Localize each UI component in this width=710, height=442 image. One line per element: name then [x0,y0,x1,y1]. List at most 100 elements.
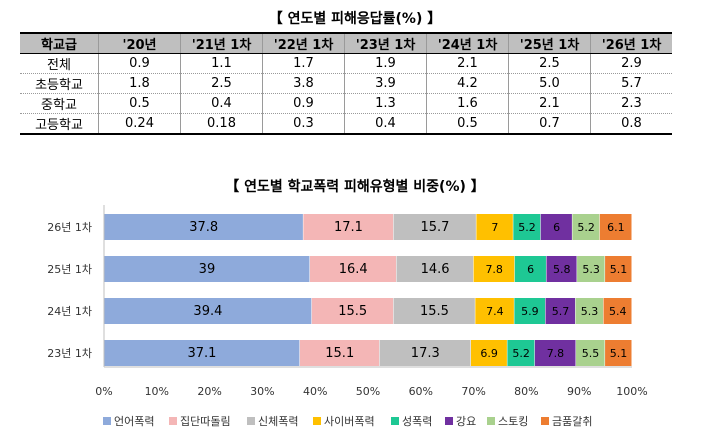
table-cell: 0.4 [344,113,427,135]
bar-segment [514,298,545,324]
table-cell: 5.0 [508,73,591,94]
table-cell: 3.8 [262,73,345,94]
data-label: 6.9 [480,347,498,360]
data-label: 5.7 [552,305,570,318]
table-cell: 0.18 [180,113,263,135]
bar-segment [545,298,576,324]
column-header: '23년 1차 [344,32,427,54]
data-label: 5.8 [553,263,571,276]
table-cell: 3.9 [344,73,427,94]
x-tick-label: 60% [409,385,433,398]
bar-segment [396,256,474,282]
table-cell: 4.2 [426,73,509,94]
bar-segment [599,214,632,240]
legend-swatch [247,417,255,425]
table-cell: 0.3 [262,113,345,135]
x-tick-label: 20% [197,385,221,398]
data-label: 7.8 [547,347,565,360]
data-label: 37.1 [187,346,216,361]
data-label: 15.7 [421,220,450,235]
data-label: 5.1 [610,263,628,276]
data-label: 6 [553,221,560,234]
bar-segment [575,298,604,324]
table-cell: 2.1 [426,53,509,74]
column-header: '26년 1차 [590,32,672,54]
data-label: 7 [491,221,498,234]
table-cell: 0.9 [262,93,345,114]
column-header: '25년 1차 [508,32,591,54]
data-label: 39 [199,262,216,277]
table-cell: 1.3 [344,93,427,114]
table-cell: 0.4 [180,93,263,114]
x-tick-label: 80% [514,385,538,398]
x-tick-label: 10% [145,385,169,398]
bar-segment [605,256,632,282]
table-cell: 1.9 [344,53,427,74]
table-cell: 0.24 [98,113,181,135]
legend-label: 성폭력 [402,415,432,428]
bar-segment [104,214,303,240]
legend-label: 신체폭력 [258,415,298,428]
category-label: 23년 1차 [47,347,92,360]
data-label: 5.3 [581,305,599,318]
bar-segment [104,256,310,282]
legend-swatch [391,417,399,425]
legend-label: 언어폭력 [114,415,154,428]
category-label: 24년 1차 [47,305,92,318]
bar-segment [513,214,541,240]
table-cell: 1.1 [180,53,263,74]
table-cell: 2.1 [508,93,591,114]
bar-segment [104,298,312,324]
bar-segment [576,340,605,366]
data-label: 17.3 [411,346,440,361]
category-label: 25년 1차 [47,263,92,276]
bar-segment [393,214,476,240]
data-label: 16.4 [339,262,368,277]
row-label: 초등학교 [20,73,99,94]
table-cell: 0.8 [590,113,672,135]
x-tick-label: 50% [356,385,380,398]
table-cell: 2.5 [508,53,591,74]
bar-segment [475,298,514,324]
table-cell: 1.7 [262,53,345,74]
bar-segment [379,340,471,366]
bar-segment [507,340,535,366]
chart-title: 【 연도별 학교폭력 피해유형별 비중(%) 】 [225,179,485,195]
data-label: 5.5 [582,347,600,360]
table-cell: 1.6 [426,93,509,114]
table-cell: 0.7 [508,113,591,135]
x-tick-label: 0% [95,385,112,398]
table-cell: 0.5 [98,93,181,114]
row-label: 중학교 [20,93,99,114]
data-label: 5.2 [518,221,536,234]
table-cell: 5.7 [590,73,672,94]
response-rate-table: 학교급 '20년 '21년 1차 '22년 1차 '23년 1차 '24년 1차… [20,32,672,135]
table-cell: 0.9 [98,53,181,74]
row-label: 고등학교 [20,113,99,135]
x-tick-label: 40% [303,385,327,398]
x-tick-label: 70% [461,385,485,398]
legend-label: 사이버폭력 [324,415,375,428]
bar-segment [514,256,546,282]
data-label: 6 [527,263,534,276]
x-tick-label: 30% [250,385,274,398]
column-header: '22년 1차 [262,32,345,54]
row-label: 전체 [20,53,99,74]
bar-segment [309,256,397,282]
category-label: 26년 1차 [47,221,92,234]
legend-swatch [445,417,453,425]
data-label: 5.2 [577,221,595,234]
table-header-row: 학교급 '20년 '21년 1차 '22년 1차 '23년 1차 '24년 1차… [20,32,672,54]
data-label: 5.3 [582,263,600,276]
data-label: 7.4 [486,305,504,318]
table-cell: 0.5 [426,113,509,135]
legend-label: 강요 [456,415,476,428]
table-row: 중학교 0.5 0.4 0.9 1.3 1.6 2.1 2.3 [20,93,672,114]
legend-swatch [487,417,495,425]
data-label: 5.2 [512,347,530,360]
data-label: 37.8 [189,220,218,235]
legend-swatch [541,417,549,425]
bar-segment [473,256,515,282]
bar-segment [605,340,632,366]
bar-segment [603,298,632,324]
